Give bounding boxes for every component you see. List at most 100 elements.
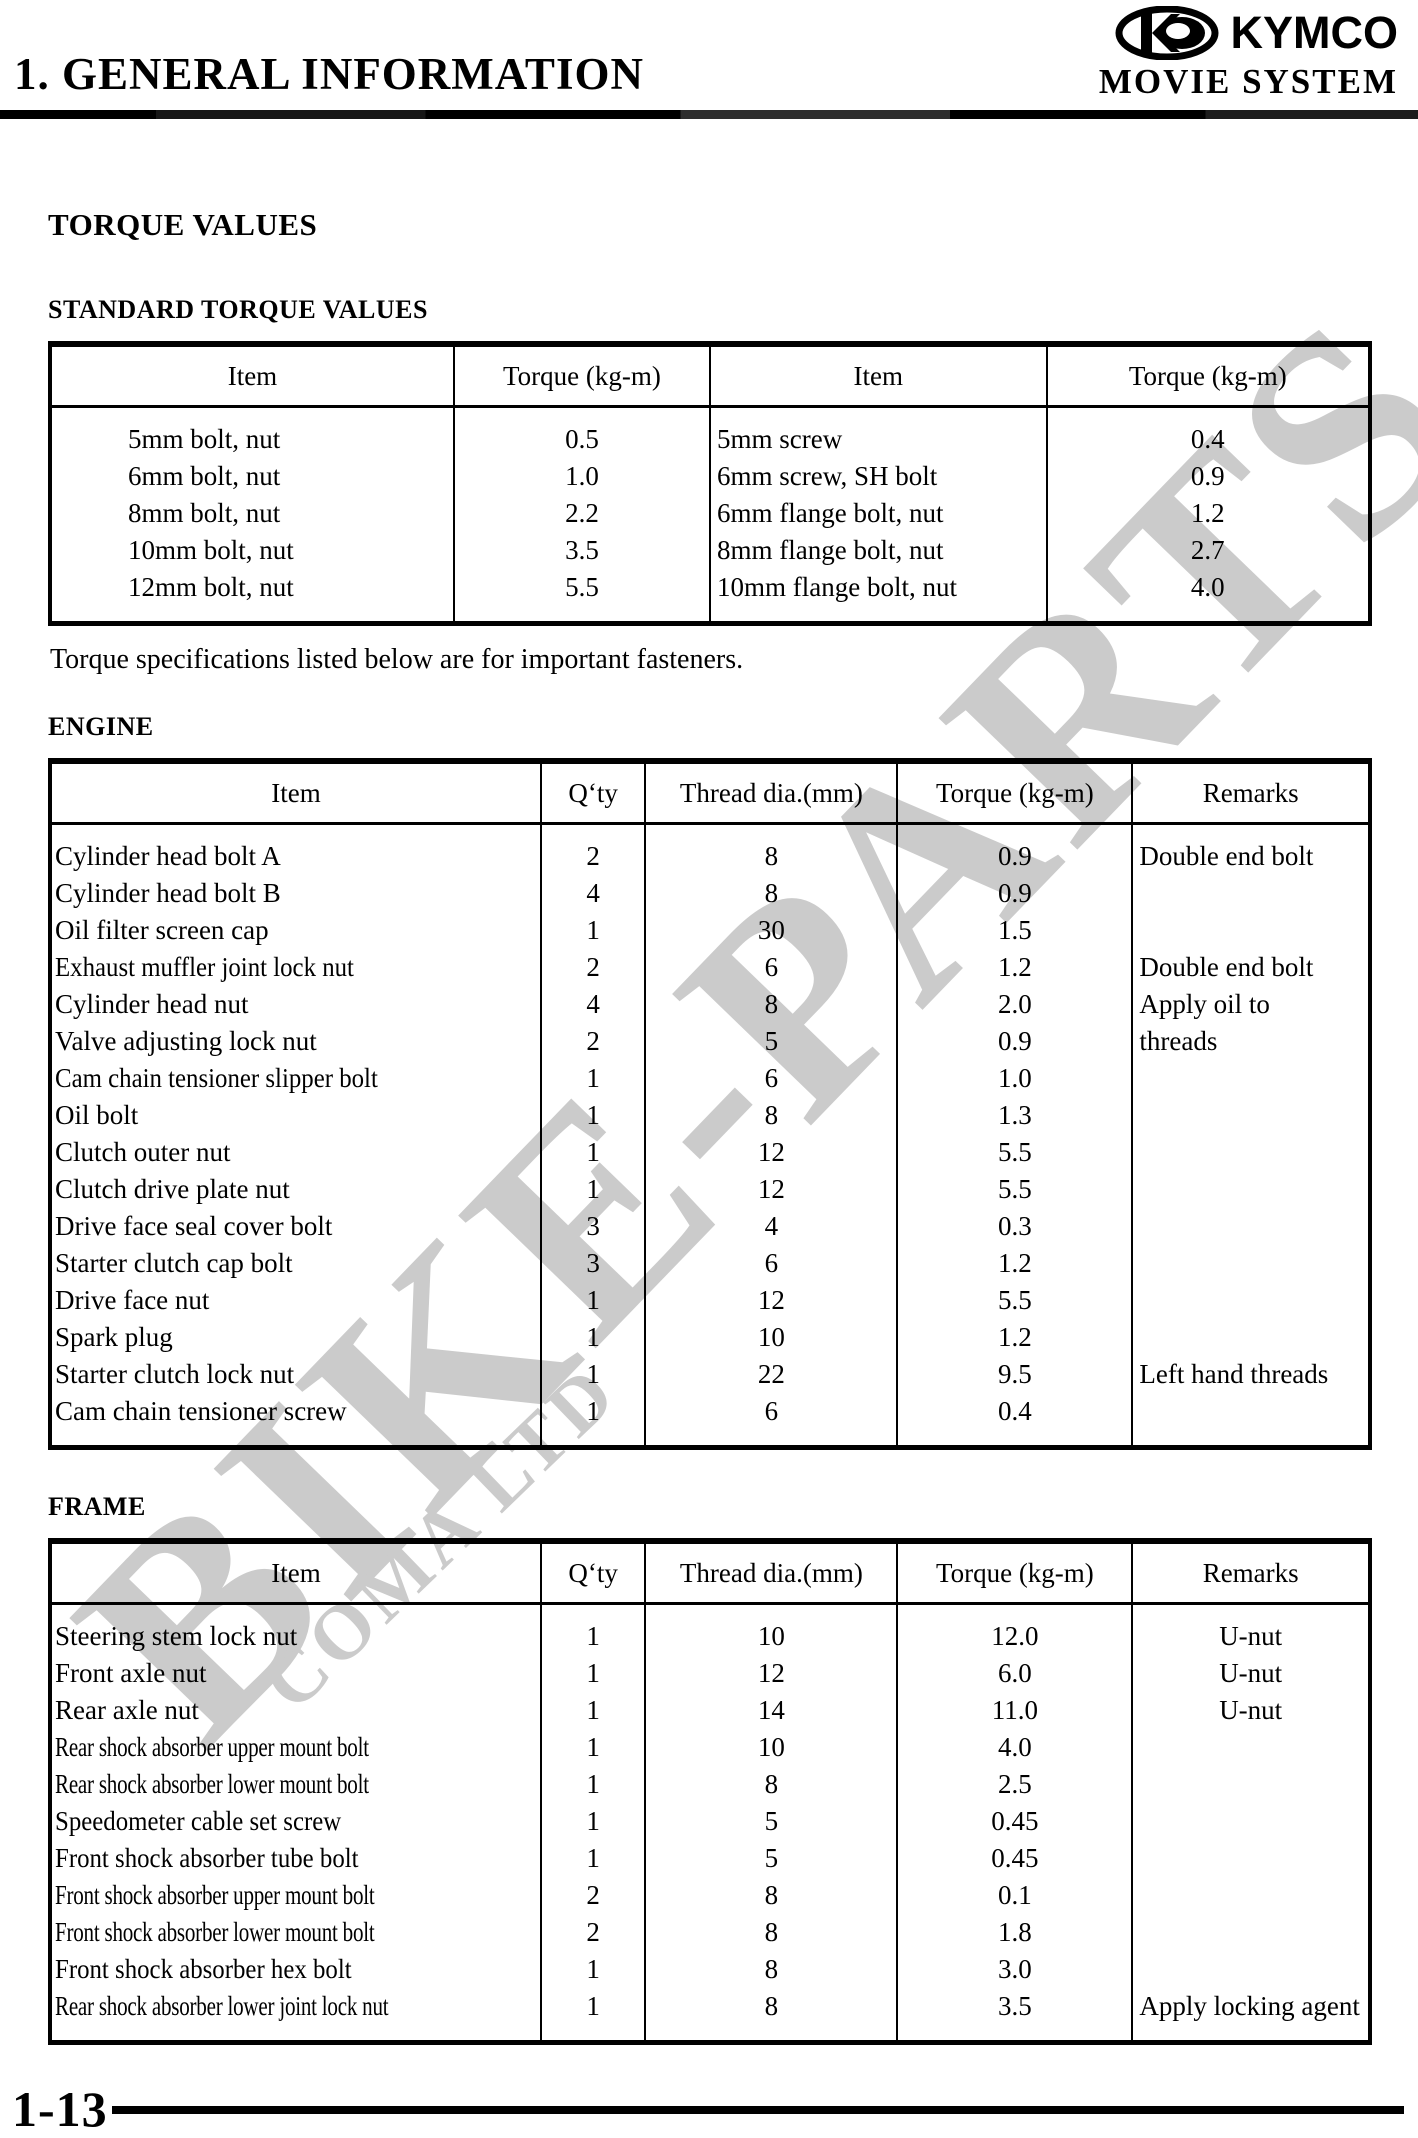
table-cell: 0.9 [896,1023,1133,1060]
table-cell: 11.0 [896,1692,1133,1729]
table-row: Speedometer cable set screw 1 5 0.45 [50,1803,1370,1840]
table-row: Spark plug 1 10 1.2 [50,1319,1370,1356]
standard-torque-table: Item Torque (kg-m) Item Torque (kg-m) 5mm b… [48,341,1372,626]
table-row: Cylinder head nut 4 8 2.0 Apply oil to [50,986,1370,1023]
table-row: 12mm bolt, nut 5.5 10mm flange bolt, nut 4.… [50,569,1370,624]
table-cell: 12 [644,1282,898,1319]
table-cell: 14 [644,1692,898,1729]
cell-text: 4 [586,877,600,908]
table-cell: 1.8 [896,1914,1133,1951]
table-row: Rear shock absorber upper mount bolt 1 10 4… [50,1729,1370,1766]
table-cell: Front shock absorber lower mount bolt [50,1914,541,1951]
cell-text: 1 [586,1284,600,1315]
table-cell: 1 [540,1171,646,1208]
table-cell: Front shock absorber hex bolt [50,1951,541,1988]
cell-text: Clutch outer nut [55,1136,231,1167]
table-row: Cylinder head bolt B 4 8 0.9 [50,875,1370,912]
table-row: Rear shock absorber lower joint lock nut… [50,1988,1370,2043]
table-cell: 1 [540,1729,646,1766]
table-cell: 5 [644,1840,898,1877]
table-cell: 2.0 [896,986,1133,1023]
table-cell: Cylinder head bolt B [50,875,541,912]
table-cell [1131,1729,1370,1766]
cell-text: Steering stem lock nut [55,1620,298,1651]
cell-text: Starter clutch cap bolt [55,1247,293,1278]
table-cell: Double end bolt [1131,823,1370,875]
table-cell: 2 [540,949,646,986]
table-cell: 2 [540,1914,646,1951]
frame-torque-table: Item Q‘ty Thread dia.(mm) Torque (kg-m) Rema… [48,1538,1372,2045]
cell-text: 2.7 [1190,534,1225,565]
page-footer: 1-13 [0,2076,1418,2137]
table-cell: 5.5 [896,1282,1133,1319]
table-cell: 6 [644,1393,898,1448]
column-header: Torque (kg-m) [1045,344,1370,408]
cell-text: 0.4 [1190,423,1225,454]
table-cell: 5 [644,1803,898,1840]
cell-text: 8 [764,877,779,908]
cell-text: 2 [586,840,600,871]
table-cell [1131,1060,1370,1097]
table-cell [1131,1877,1370,1914]
table-cell: 1 [540,1393,646,1448]
brand-name: KYMCO [1230,7,1399,58]
table-header-row: Item Q‘ty Thread dia.(mm) Torque (kg-m) Rema… [50,1541,1370,1605]
table-cell: 4 [540,986,646,1023]
table-cell: Rear shock absorber lower mount bolt [50,1766,541,1803]
cell-text: 0.5 [565,423,599,454]
table-cell [1131,1803,1370,1840]
cell-text: 8 [764,1768,779,1799]
cell-text: 1 [586,1657,600,1688]
cell-text: Spark plug [55,1321,173,1352]
brand-block: KYMCO MOVIE SYSTEM [1099,5,1399,102]
cell-text: 6 [764,1247,779,1278]
page-body: TORQUE VALUES STANDARD TORQUE VALUES Ite… [48,119,1372,2045]
cell-text: 6 [764,951,779,982]
table-cell: Apply oil to [1131,986,1370,1023]
table-cell: 1 [540,1655,646,1692]
cell-text: 1.0 [565,460,599,491]
table-cell: 9.5 [896,1356,1133,1393]
cell-text: Clutch drive plate nut [55,1173,290,1204]
cell-text: 10mm flange bolt, nut [716,571,957,602]
note-text: Torque specifications listed below are f… [50,644,744,675]
cell-text: 3.5 [565,534,599,565]
table-cell: 1 [540,1603,646,1655]
cell-text: 2 [586,951,600,982]
cell-text: 8 [764,1099,779,1130]
table-cell: Rear shock absorber lower joint lock nut [50,1988,541,2043]
cell-text: 3.0 [998,1953,1032,1984]
table-cell: 5 [644,1023,898,1060]
cell-text: Front shock absorber tube bolt [55,1842,359,1873]
table-cell: 1 [540,1097,646,1134]
table-cell: 2.2 [452,495,710,532]
cell-text: Speedometer cable set screw [55,1805,342,1836]
table-cell: 12mm bolt, nut [50,569,454,624]
cell-text: 12 [757,1136,785,1167]
table-row: Cam chain tensioner slipper bolt 1 6 1.0 [50,1060,1370,1097]
cell-text: Double end bolt [1139,951,1314,982]
cell-text: 0.9 [998,840,1032,871]
table-cell: 2 [540,1877,646,1914]
table-cell [1131,1951,1370,1988]
table-row: Front shock absorber tube bolt 1 5 0.45 [50,1840,1370,1877]
cell-text: 1.8 [998,1916,1032,1947]
cell-text: 1 [586,1173,600,1204]
table-row: Oil filter screen cap 1 30 1.5 [50,912,1370,949]
table-cell: 5mm screw [708,406,1047,458]
table-row: 5mm bolt, nut 0.5 5mm screw 0.4 [50,406,1370,458]
table-cell: 4 [644,1208,898,1245]
table-cell: 1.3 [896,1097,1133,1134]
cell-text: 1 [586,1099,600,1130]
table-cell [1131,912,1370,949]
cell-text: 10 [757,1731,785,1762]
cell-text: 6 [764,1062,779,1093]
cell-text: Starter clutch lock nut [55,1358,295,1389]
cell-text: Apply locking agent [1139,1990,1360,2021]
cell-text: Rear shock absorber lower mount bolt [55,1768,369,1799]
cell-text: 12.0 [991,1620,1039,1651]
cell-text: 0.9 [998,877,1032,908]
table-header-row: Item Q‘ty Thread dia.(mm) Torque (kg-m) Rema… [50,761,1370,825]
column-header: Item [50,761,542,825]
page-title: TORQUE VALUES [48,207,318,242]
